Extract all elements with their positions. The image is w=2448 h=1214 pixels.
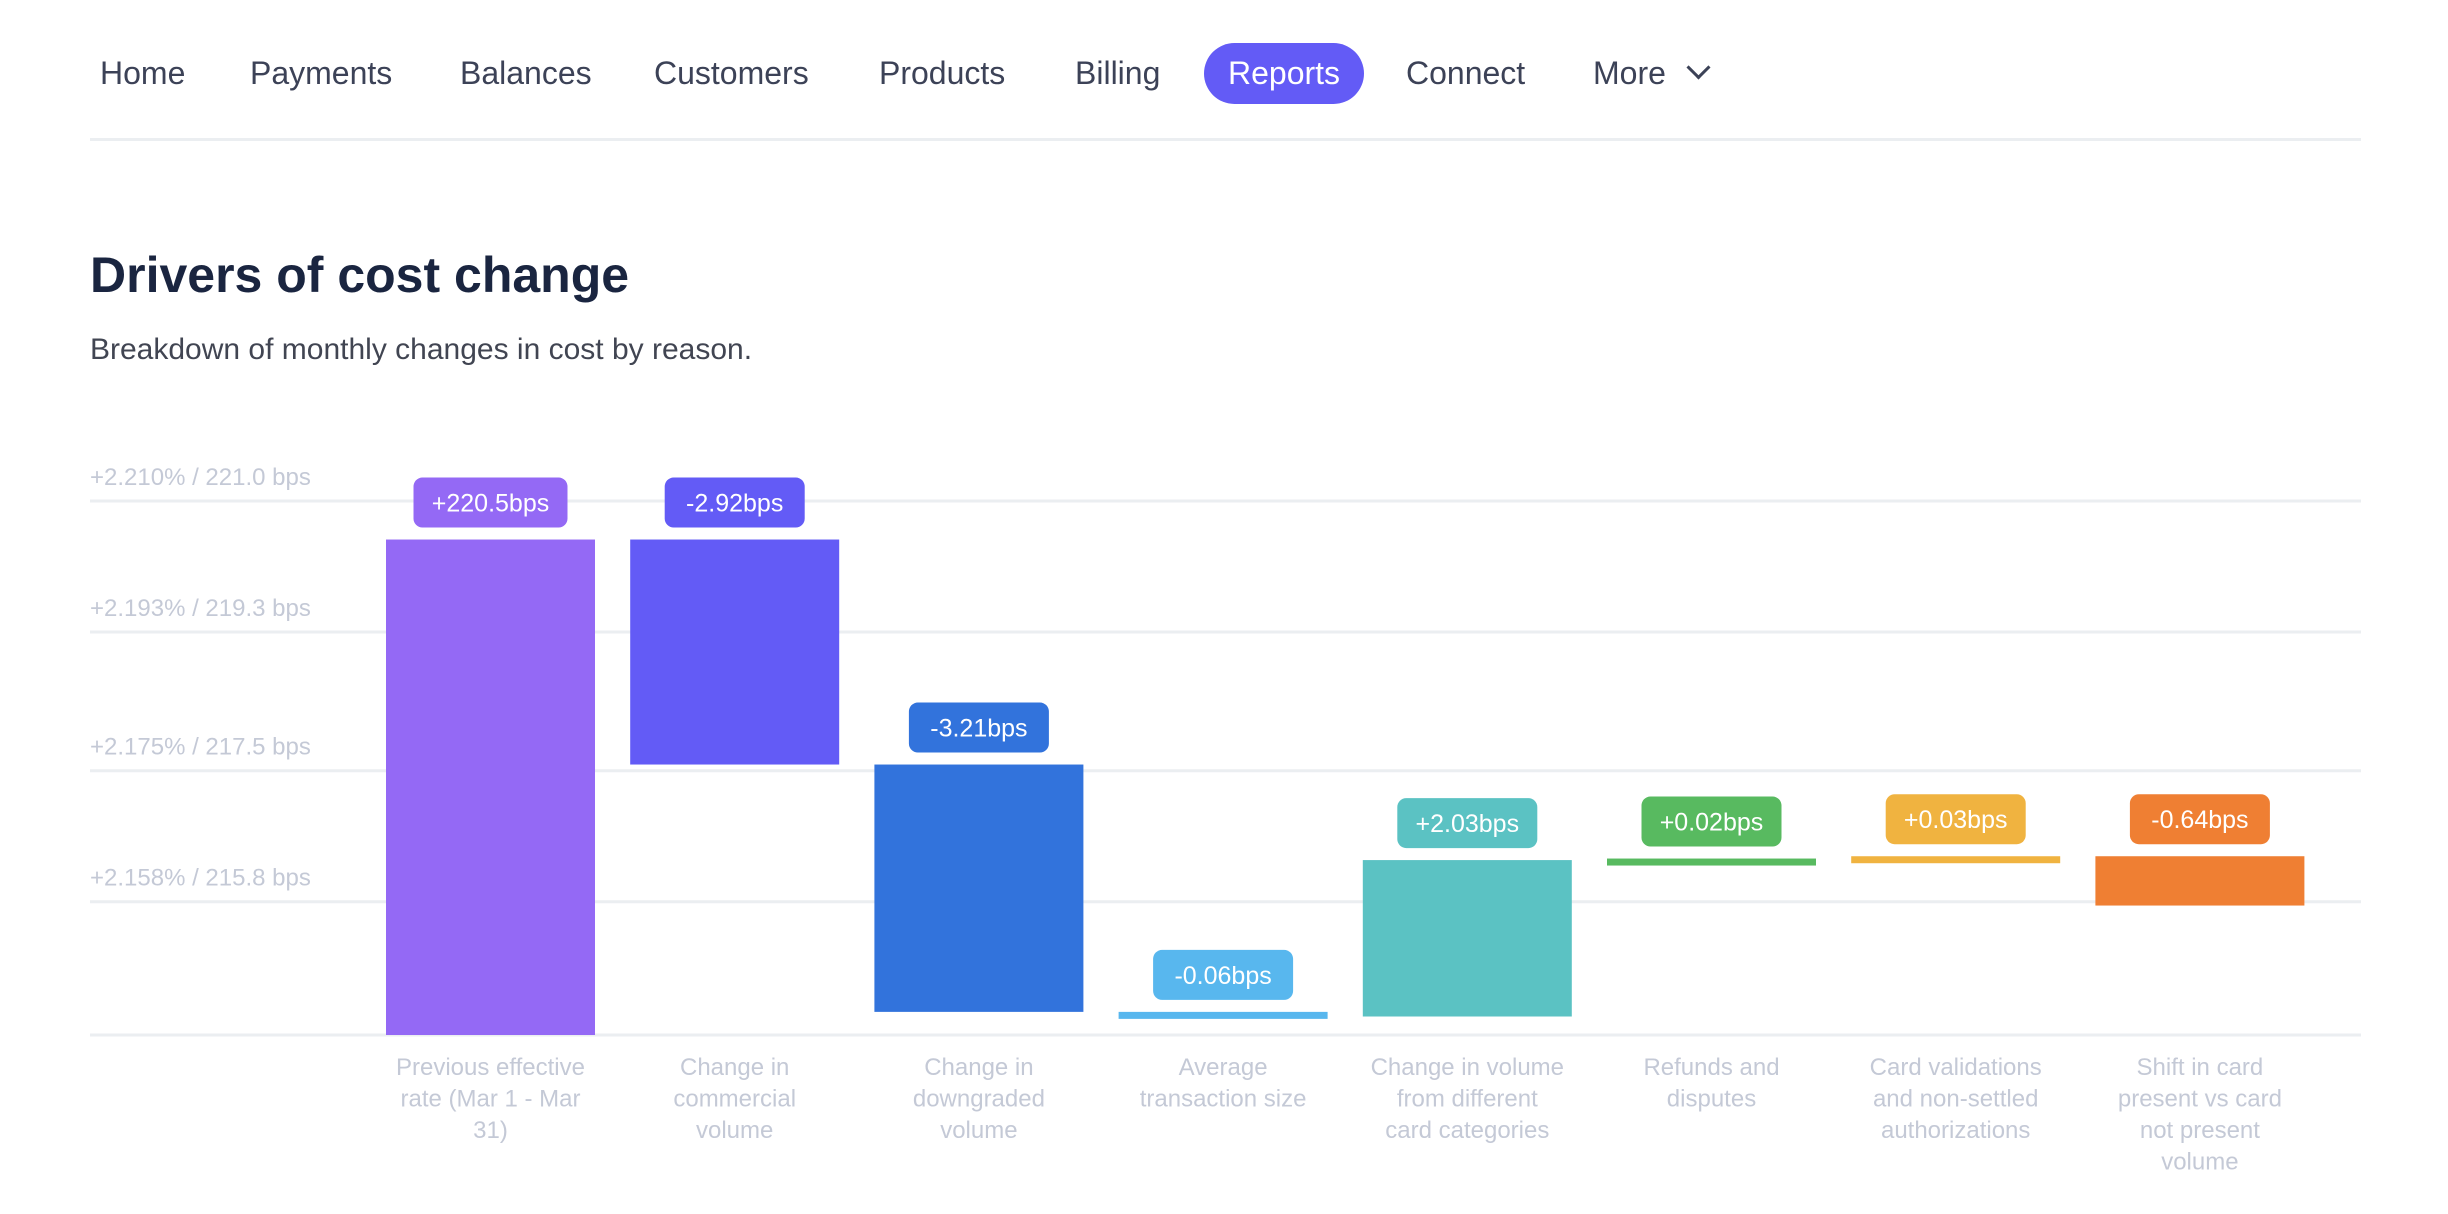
- y-tick-label: +2.175% / 217.5 bps: [90, 734, 311, 761]
- nav-item-more[interactable]: More: [1593, 43, 1711, 104]
- data-label-pill: [1885, 794, 2026, 845]
- category-label: present vs card: [2118, 1086, 2282, 1113]
- category-label: not present: [2140, 1117, 2260, 1144]
- data-label: +220.5bps: [432, 490, 549, 518]
- nav-item-balances[interactable]: Balances: [460, 55, 592, 91]
- category-label: Change in volume: [1371, 1054, 1564, 1081]
- nav-item-home[interactable]: Home: [100, 55, 186, 91]
- category-label: transaction size: [1140, 1086, 1307, 1113]
- category-label: Change in: [924, 1054, 1033, 1081]
- data-label-pill: [2129, 794, 2270, 845]
- category-label: and non-settled: [1873, 1086, 2038, 1113]
- data-label: +0.02bps: [1660, 809, 1764, 837]
- data-label-pill: [1397, 798, 1538, 849]
- more-label: More: [1593, 55, 1666, 91]
- nav-item-reports[interactable]: Reports: [1204, 43, 1365, 104]
- category-label: Refunds and: [1643, 1054, 1779, 1081]
- category-label: Change in: [680, 1054, 789, 1081]
- category-label: volume: [696, 1117, 773, 1144]
- category-label: rate (Mar 1 - Mar: [400, 1086, 580, 1113]
- category-label: volume: [940, 1117, 1017, 1144]
- bar: [874, 764, 1084, 1012]
- page-title: Drivers of cost change: [90, 247, 630, 303]
- bar: [2095, 856, 2305, 906]
- data-label-pill: [413, 477, 568, 528]
- category-label: card categories: [1385, 1117, 1549, 1144]
- category-label: Average: [1179, 1054, 1268, 1081]
- bar: [1362, 860, 1572, 1017]
- data-label: +2.03bps: [1416, 810, 1520, 838]
- category-label: commercial: [673, 1086, 796, 1113]
- data-label: -2.92bps: [686, 490, 783, 518]
- category-label: Previous effective: [396, 1054, 585, 1081]
- data-label: -0.06bps: [1174, 962, 1271, 990]
- data-label: -0.64bps: [2151, 806, 2248, 834]
- category-label: disputes: [1667, 1086, 1756, 1113]
- top-nav: Home Payments Balances Customers Product…: [0, 0, 2448, 140]
- nav-item-products[interactable]: Products: [879, 55, 1006, 91]
- nav-item-billing[interactable]: Billing: [1075, 55, 1161, 91]
- data-label-pill: [1153, 949, 1294, 1000]
- bar: [1851, 856, 2061, 864]
- category-label: volume: [2161, 1149, 2238, 1176]
- bar: [386, 539, 595, 1035]
- bar: [1607, 858, 1816, 866]
- nav-divider: [90, 138, 2361, 141]
- bar: [1118, 1011, 1328, 1019]
- data-label-pill: [664, 477, 805, 528]
- nav-item-payments[interactable]: Payments: [250, 55, 393, 91]
- data-label: -3.21bps: [930, 715, 1027, 743]
- y-tick-label: +2.158% / 215.8 bps: [90, 865, 311, 892]
- page-subtitle: Breakdown of monthly changes in cost by …: [90, 333, 753, 366]
- nav-item-connect[interactable]: Connect: [1406, 55, 1526, 91]
- data-label-pill: [1641, 796, 1782, 847]
- category-label: Shift in card: [2137, 1054, 2264, 1081]
- y-tick-label: +2.193% / 219.3 bps: [90, 595, 311, 622]
- bar: [630, 539, 840, 765]
- data-label-pill: [908, 702, 1049, 753]
- category-label: from different: [1397, 1086, 1538, 1113]
- nav-item-customers[interactable]: Customers: [654, 55, 809, 91]
- data-label: +0.03bps: [1904, 806, 2008, 834]
- category-label: downgraded: [913, 1086, 1045, 1113]
- category-label: Card validations: [1870, 1054, 2042, 1081]
- category-label: 31): [473, 1117, 508, 1144]
- y-tick-label: +2.210% / 221.0 bps: [90, 464, 311, 491]
- category-label: authorizations: [1881, 1117, 2030, 1144]
